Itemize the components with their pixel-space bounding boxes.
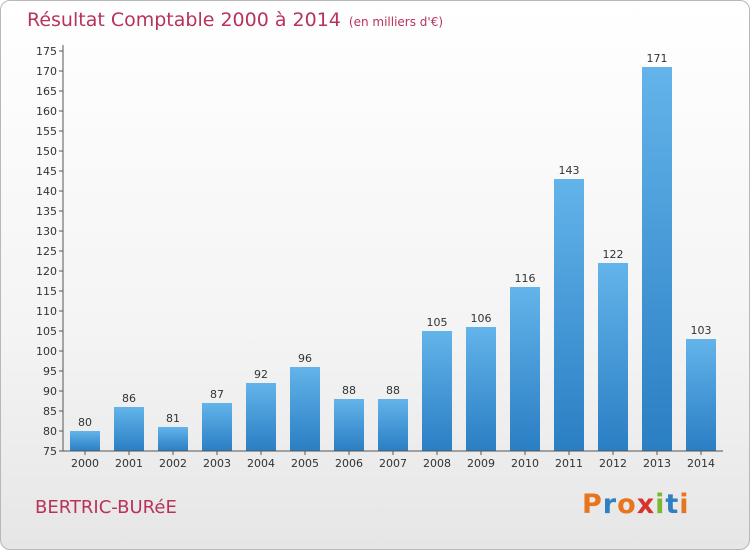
x-tick-label: 2003	[203, 457, 231, 470]
bar-value-label: 106	[471, 312, 492, 325]
y-tick-label: 170	[36, 65, 57, 78]
bar-value-label: 88	[342, 384, 356, 397]
logo-letter: x	[636, 489, 656, 520]
x-tick-label: 2007	[379, 457, 407, 470]
y-tick-label: 155	[36, 125, 57, 138]
bar-2001	[114, 407, 144, 451]
y-tick-label: 120	[36, 265, 57, 278]
chart-title: Résultat Comptable 2000 à 2014 (en millie…	[27, 9, 443, 31]
y-tick-label: 90	[43, 385, 57, 398]
bar-value-label: 116	[515, 272, 536, 285]
bar-2003	[202, 403, 232, 451]
y-tick-label: 105	[36, 325, 57, 338]
bar-2006	[334, 399, 364, 451]
y-tick-label: 80	[43, 425, 57, 438]
x-tick-label: 2005	[291, 457, 319, 470]
bar-value-label: 143	[559, 164, 580, 177]
x-tick-label: 2001	[115, 457, 143, 470]
x-tick-label: 2008	[423, 457, 451, 470]
y-tick-label: 135	[36, 205, 57, 218]
logo-letter: i	[679, 489, 690, 520]
bar-value-label: 103	[691, 324, 712, 337]
y-tick-label: 95	[43, 365, 57, 378]
chart-title-text: Résultat Comptable 2000 à 2014	[27, 9, 341, 31]
bar-value-label: 80	[78, 416, 92, 429]
bar-2013	[642, 67, 672, 451]
logo-letter: P	[582, 489, 603, 520]
bar-value-label: 81	[166, 412, 180, 425]
chart-subtitle: (en milliers d'€)	[348, 15, 444, 29]
x-tick-label: 2014	[687, 457, 715, 470]
bar-value-label: 86	[122, 392, 136, 405]
bar-value-label: 88	[386, 384, 400, 397]
bar-2002	[158, 427, 188, 451]
bar-2011	[554, 179, 584, 451]
logo-letter: i	[655, 489, 666, 520]
x-tick-label: 2009	[467, 457, 495, 470]
bar-value-label: 96	[298, 352, 312, 365]
logo-letter: o	[617, 489, 637, 520]
y-tick-label: 100	[36, 345, 57, 358]
bar-2012	[598, 263, 628, 451]
x-tick-label: 2010	[511, 457, 539, 470]
bar-2005	[290, 367, 320, 451]
y-tick-label: 125	[36, 245, 57, 258]
town-name: BERTRIC-BURéE	[35, 497, 177, 518]
y-tick-label: 145	[36, 165, 57, 178]
y-tick-label: 115	[36, 285, 57, 298]
bar-2000	[70, 431, 100, 451]
x-tick-label: 2011	[555, 457, 583, 470]
x-tick-label: 2004	[247, 457, 275, 470]
bar-value-label: 171	[647, 52, 668, 65]
bar-value-label: 92	[254, 368, 268, 381]
bar-value-label: 122	[603, 248, 624, 261]
axis-layer: 75 80 85 90 95 100 105 110 115 120 125 130 135 140 145…	[36, 45, 723, 470]
bar-value-label: 87	[210, 388, 224, 401]
logo-letter: t	[665, 489, 680, 520]
bar-2007	[378, 399, 408, 451]
logo-letter: r	[602, 489, 618, 520]
y-tick-label: 175	[36, 45, 57, 58]
y-tick-label: 130	[36, 225, 57, 238]
x-tick-label: 2000	[71, 457, 99, 470]
bar-2014	[686, 339, 716, 451]
y-tick-label: 75	[43, 445, 57, 458]
x-tick-label: 2012	[599, 457, 627, 470]
x-tick-label: 2002	[159, 457, 187, 470]
x-tick-label: 2013	[643, 457, 671, 470]
bar-2008	[422, 331, 452, 451]
y-tick-label: 160	[36, 105, 57, 118]
y-tick-label: 110	[36, 305, 57, 318]
x-tick-label: 2006	[335, 457, 363, 470]
y-tick-label: 165	[36, 85, 57, 98]
bar-2009	[466, 327, 496, 451]
bar-2004	[246, 383, 276, 451]
proxiti-logo[interactable]: Proxiti	[582, 489, 690, 520]
bar-layer: 80 86 81 87 92 96 88 88 105 106 116 143 122 171 103	[70, 52, 716, 451]
y-tick-label: 85	[43, 405, 57, 418]
bar-value-label: 105	[427, 316, 448, 329]
y-tick-label: 140	[36, 185, 57, 198]
y-tick-label: 150	[36, 145, 57, 158]
bar-2010	[510, 287, 540, 451]
